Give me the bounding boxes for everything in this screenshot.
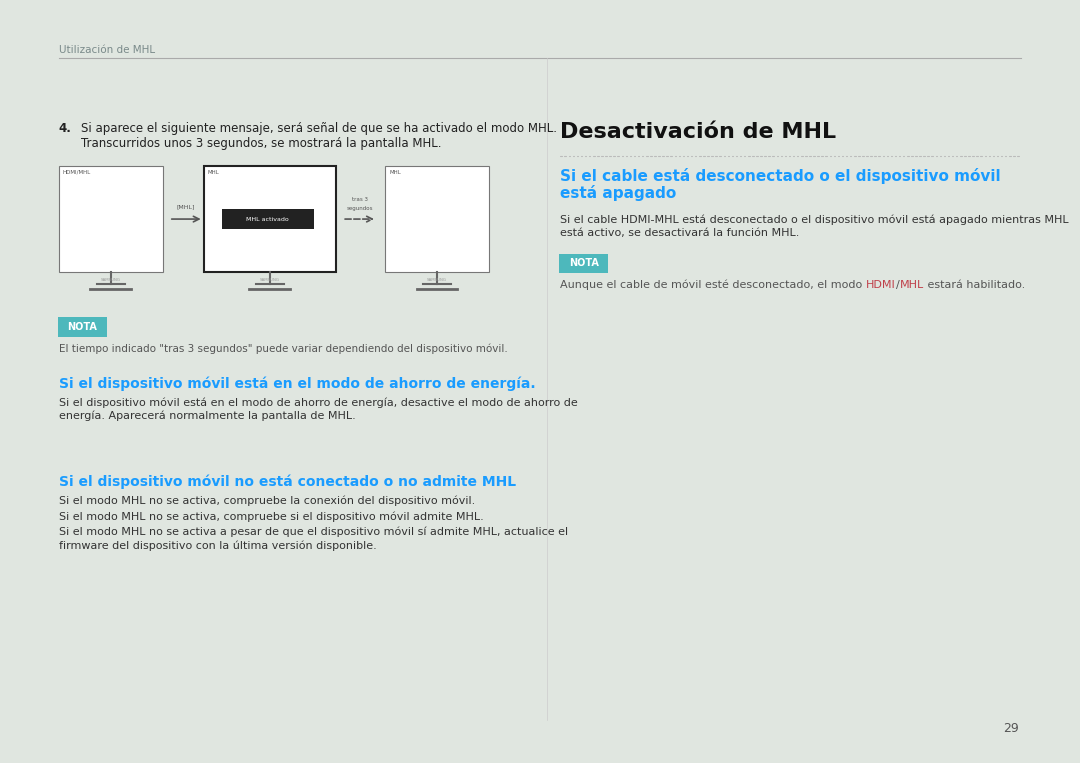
Text: Desactivación de MHL: Desactivación de MHL [561, 122, 837, 142]
Text: Si el modo MHL no se activa a pesar de que el dispositivo móvil sí admite MHL, a: Si el modo MHL no se activa a pesar de q… [58, 526, 568, 537]
Text: [MHL]: [MHL] [177, 204, 195, 209]
FancyBboxPatch shape [559, 254, 608, 273]
Text: MHL: MHL [900, 280, 923, 290]
Text: tras 3: tras 3 [352, 197, 367, 201]
Text: Si el modo MHL no se activa, compruebe si el dispositivo móvil admite MHL.: Si el modo MHL no se activa, compruebe s… [58, 511, 484, 522]
Text: está apagado: está apagado [561, 185, 677, 201]
Text: Si el dispositivo móvil no está conectado o no admite MHL: Si el dispositivo móvil no está conectad… [58, 475, 516, 489]
Text: firmware del dispositivo con la última versión disponible.: firmware del dispositivo con la última v… [58, 540, 377, 551]
Text: Aunque el cable de móvil esté desconectado, el modo: Aunque el cable de móvil esté desconecta… [561, 280, 866, 290]
Text: 4.: 4. [58, 122, 71, 135]
FancyBboxPatch shape [58, 166, 163, 272]
Text: estará habilitado.: estará habilitado. [923, 280, 1025, 290]
Text: está activo, se desactivará la función MHL.: está activo, se desactivará la función M… [561, 227, 800, 238]
Text: MHL: MHL [389, 170, 401, 175]
FancyBboxPatch shape [203, 166, 336, 272]
Text: Si el cable está desconectado o el dispositivo móvil: Si el cable está desconectado o el dispo… [561, 168, 1001, 184]
Text: Transcurridos unos 3 segundos, se mostrará la pantalla MHL.: Transcurridos unos 3 segundos, se mostra… [81, 137, 442, 150]
Text: 29: 29 [1003, 722, 1020, 735]
Text: El tiempo indicado "tras 3 segundos" puede variar dependiendo del dispositivo mó: El tiempo indicado "tras 3 segundos" pue… [58, 343, 508, 354]
Text: SAMSUNG: SAMSUNG [100, 278, 121, 282]
Text: /: / [896, 280, 900, 290]
Text: MHL: MHL [207, 170, 219, 175]
Text: segundos: segundos [347, 206, 373, 211]
Text: Si el modo MHL no se activa, compruebe la conexión del dispositivo móvil.: Si el modo MHL no se activa, compruebe l… [58, 496, 475, 506]
FancyBboxPatch shape [386, 166, 489, 272]
FancyBboxPatch shape [57, 317, 107, 336]
Text: Si el cable HDMI-MHL está desconectado o el dispositivo móvil está apagado mient: Si el cable HDMI-MHL está desconectado o… [561, 214, 1069, 225]
Text: Si aparece el siguiente mensaje, será señal de que se ha activado el modo MHL.: Si aparece el siguiente mensaje, será se… [81, 122, 557, 135]
Text: NOTA: NOTA [569, 259, 598, 269]
Text: Si el dispositivo móvil está en el modo de ahorro de energía, desactive el modo : Si el dispositivo móvil está en el modo … [58, 398, 578, 408]
Text: Utilización de MHL: Utilización de MHL [58, 44, 154, 55]
Text: NOTA: NOTA [67, 322, 97, 332]
Text: SAMSUNG: SAMSUNG [427, 278, 447, 282]
Text: MHL activado: MHL activado [246, 217, 289, 221]
Text: HDMI/MHL: HDMI/MHL [63, 170, 91, 175]
Text: Si el dispositivo móvil está en el modo de ahorro de energía.: Si el dispositivo móvil está en el modo … [58, 376, 536, 391]
FancyBboxPatch shape [221, 209, 313, 229]
Text: HDMI: HDMI [866, 280, 896, 290]
Text: energía. Aparecerá normalmente la pantalla de MHL.: energía. Aparecerá normalmente la pantal… [58, 411, 355, 421]
Text: SAMSUNG: SAMSUNG [260, 278, 280, 282]
